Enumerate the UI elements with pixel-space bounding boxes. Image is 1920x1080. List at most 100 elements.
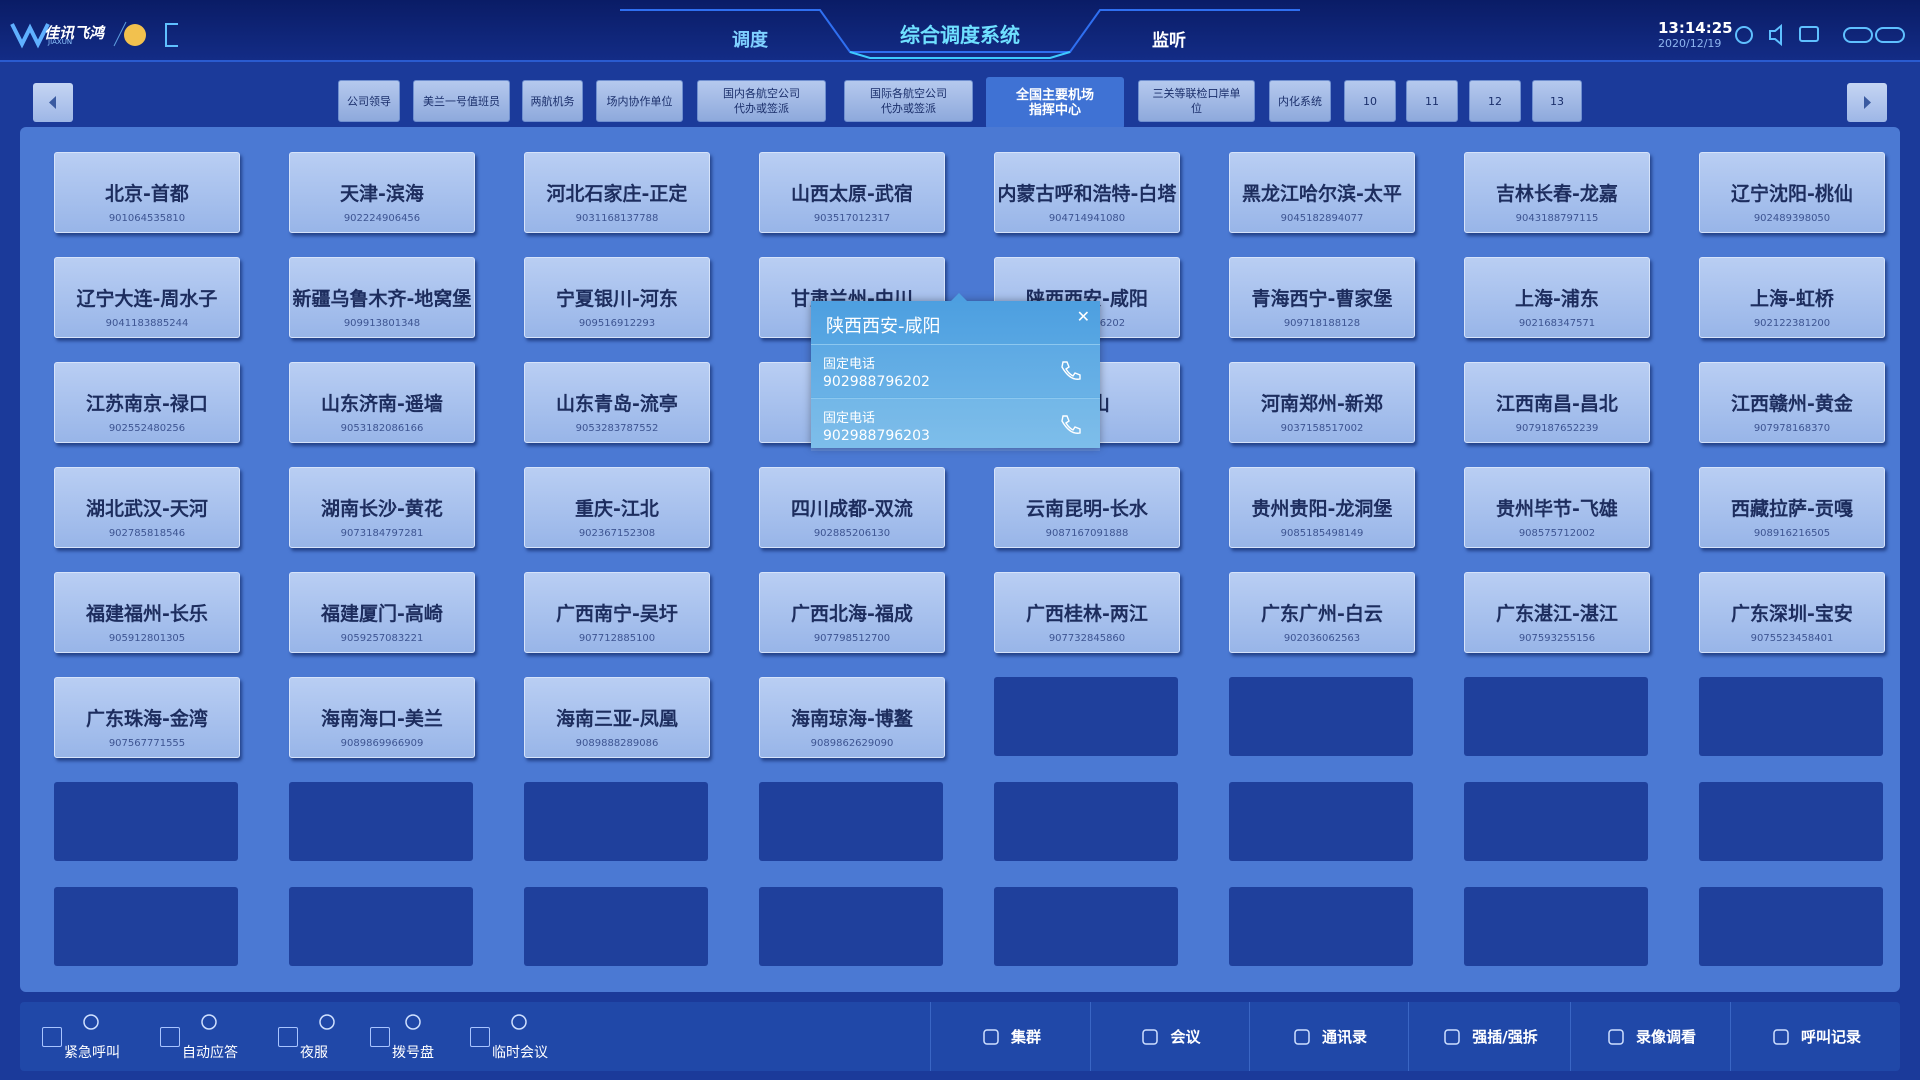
card-number: 907712885100 [578, 633, 656, 644]
contact-card[interactable]: 重庆-江北 902367152308 [524, 467, 710, 548]
toolbar-button[interactable]: 会议 [1090, 1002, 1250, 1071]
logo-bg [10, 21, 178, 49]
header-icons[interactable] [1730, 22, 1910, 50]
toolbar-toggle[interactable]: 夜服 [278, 1002, 388, 1071]
contact-card[interactable]: 河南郑州-新郑 9037158517002 [1229, 362, 1415, 443]
contact-card[interactable]: 江西南昌-昌北 9079187652239 [1464, 362, 1650, 443]
phone-number: 902988796202 [823, 374, 930, 390]
tab[interactable]: 13 [1532, 80, 1582, 122]
contact-card[interactable]: 山东济南-遥墙 9053182086166 [289, 362, 475, 443]
contact-card[interactable]: 上海-浦东 902168347571 [1464, 257, 1650, 338]
contact-card[interactable]: 天津-滨海 902224906456 [289, 152, 475, 233]
contact-card[interactable]: 内蒙古呼和浩特-白塔 904714941080 [994, 152, 1180, 233]
contact-card[interactable]: 福建福州-长乐 905912801305 [54, 572, 240, 653]
contact-card[interactable]: 辽宁沈阳-桃仙 902489398050 [1699, 152, 1885, 233]
toolbar-button[interactable]: 集群 [930, 1002, 1091, 1071]
contact-card[interactable]: 上海-虹桥 902122381200 [1699, 257, 1885, 338]
card-name: 辽宁沈阳-桃仙 [1731, 183, 1853, 205]
toolbar-toggle[interactable]: 紧急呼叫 [42, 1002, 152, 1071]
tab[interactable]: 国际各航空公司 代办或签派 [844, 80, 973, 122]
contact-card[interactable]: 贵州贵阳-龙洞堡 9085185498149 [1229, 467, 1415, 548]
toolbar-toggle[interactable]: 自动应答 [160, 1002, 270, 1071]
contact-card[interactable]: 西藏拉萨-贡嘎 908916216505 [1699, 467, 1885, 548]
card-number: 9053283787552 [575, 423, 659, 434]
toolbar-label: 呼叫记录 [1800, 1028, 1861, 1046]
contact-card[interactable]: 湖南长沙-黄花 9073184797281 [289, 467, 475, 548]
tab[interactable]: 12 [1469, 80, 1521, 122]
contact-card[interactable]: 海南三亚-凤凰 9089888289086 [524, 677, 710, 758]
contact-card[interactable]: 江苏南京-禄口 902552480256 [54, 362, 240, 443]
contact-card[interactable]: 福建厦门-高崎 9059257083221 [289, 572, 475, 653]
tab[interactable]: 场内协作单位 [596, 80, 683, 122]
contact-card[interactable]: 贵州毕节-飞雄 908575712002 [1464, 467, 1650, 548]
contact-card[interactable]: 吉林长春-龙嘉 9043188797115 [1464, 152, 1650, 233]
contact-card[interactable]: 海南海口-美兰 9089869966909 [289, 677, 475, 758]
toolbar-button[interactable]: 强插/强拆 [1408, 1002, 1571, 1071]
card-name: 北京-首都 [105, 183, 189, 205]
phone-entry[interactable]: 固定电话 902988796203 [811, 398, 1100, 451]
next-button[interactable] [1847, 83, 1887, 122]
contact-card[interactable]: 广西南宁-吴圩 907712885100 [524, 572, 710, 653]
contact-card[interactable]: 海南琼海-博鳌 9089862629090 [759, 677, 945, 758]
contact-card[interactable]: 新疆乌鲁木齐-地窝堡 909913801348 [289, 257, 475, 338]
toolbar-button[interactable]: 呼叫记录 [1730, 1002, 1901, 1071]
phone-entry[interactable]: 固定电话 902988796202 [811, 344, 1100, 397]
contact-card[interactable]: 广东珠海-金湾 907567771555 [54, 677, 240, 758]
card-number: 905912801305 [108, 633, 186, 644]
contact-card[interactable]: 广西桂林-两江 907732845860 [994, 572, 1180, 653]
card-number: 9037158517002 [1280, 423, 1364, 434]
contact-card[interactable]: 四川成都-双流 902885206130 [759, 467, 945, 548]
checkbox[interactable] [278, 1027, 298, 1047]
card-number: 9089888289086 [575, 738, 659, 749]
toolbar-toggle[interactable]: 拨号盘 [370, 1002, 480, 1071]
checkbox[interactable] [370, 1027, 390, 1047]
empty-slot [759, 887, 943, 966]
empty-slot [289, 887, 473, 966]
tab[interactable]: 内化系统 [1269, 80, 1331, 122]
close-button[interactable]: ✕ [1076, 307, 1090, 326]
toolbar-button[interactable]: 录像调看 [1570, 1002, 1731, 1071]
contact-card[interactable]: 黑龙江哈尔滨-太平 9045182894077 [1229, 152, 1415, 233]
contact-card[interactable]: 广西北海-福成 907798512700 [759, 572, 945, 653]
empty-slot [1699, 887, 1883, 966]
contact-card[interactable]: 云南昆明-长水 9087167091888 [994, 467, 1180, 548]
toolbar-toggle[interactable]: 临时会议 [470, 1002, 580, 1071]
contact-card[interactable]: 湖北武汉-天河 902785818546 [54, 467, 240, 548]
call-icon[interactable] [1058, 413, 1082, 437]
empty-slot [524, 782, 708, 861]
tab[interactable]: 10 [1344, 80, 1396, 122]
card-name: 广东珠海-金湾 [86, 708, 208, 730]
checkbox[interactable] [160, 1027, 180, 1047]
contact-card[interactable]: 青海西宁-曹家堡 909718188128 [1229, 257, 1415, 338]
checkbox[interactable] [42, 1027, 62, 1047]
contact-card[interactable]: 广东深圳-宝安 9075523458401 [1699, 572, 1885, 653]
tab[interactable]: 三关等联检口岸单位 [1138, 80, 1255, 122]
phone-number: 902988796203 [823, 428, 930, 444]
card-name: 广西桂林-两江 [1026, 603, 1148, 625]
card-name: 天津-滨海 [340, 183, 424, 205]
monitor-tab[interactable]: 监听 [1152, 31, 1186, 51]
contact-card[interactable]: 宁夏银川-河东 909516912293 [524, 257, 710, 338]
tab[interactable]: 11 [1406, 80, 1458, 122]
contact-card[interactable]: 广东湛江-湛江 907593255156 [1464, 572, 1650, 653]
contact-card[interactable]: 山西太原-武宿 903517012317 [759, 152, 945, 233]
tab[interactable]: 美兰一号值班员 [413, 80, 510, 122]
tab[interactable]: 两航机务 [522, 80, 583, 122]
contact-card[interactable]: 辽宁大连-周水子 9041183885244 [54, 257, 240, 338]
card-name: 宁夏银川-河东 [556, 288, 678, 310]
tab[interactable]: 全国主要机场 指挥中心 [986, 77, 1124, 129]
tab[interactable]: 公司领导 [338, 80, 400, 122]
contact-card[interactable]: 山东青岛-流亭 9053283787552 [524, 362, 710, 443]
checkbox[interactable] [470, 1027, 490, 1047]
tab[interactable]: 国内各航空公司 代办或签派 [697, 80, 826, 122]
toolbar-button[interactable]: 通讯录 [1249, 1002, 1409, 1071]
contact-card[interactable]: 江西赣州-黄金 907978168370 [1699, 362, 1885, 443]
toolbar-icon [319, 1014, 335, 1030]
card-number: 902367152308 [578, 528, 656, 539]
contact-card[interactable]: 广东广州-白云 902036062563 [1229, 572, 1415, 653]
prev-button[interactable] [33, 83, 73, 122]
contact-card[interactable]: 北京-首都 901064535810 [54, 152, 240, 233]
dispatch-tab[interactable]: 调度 [732, 30, 768, 51]
call-icon[interactable] [1058, 359, 1082, 383]
contact-card[interactable]: 河北石家庄-正定 9031168137788 [524, 152, 710, 233]
